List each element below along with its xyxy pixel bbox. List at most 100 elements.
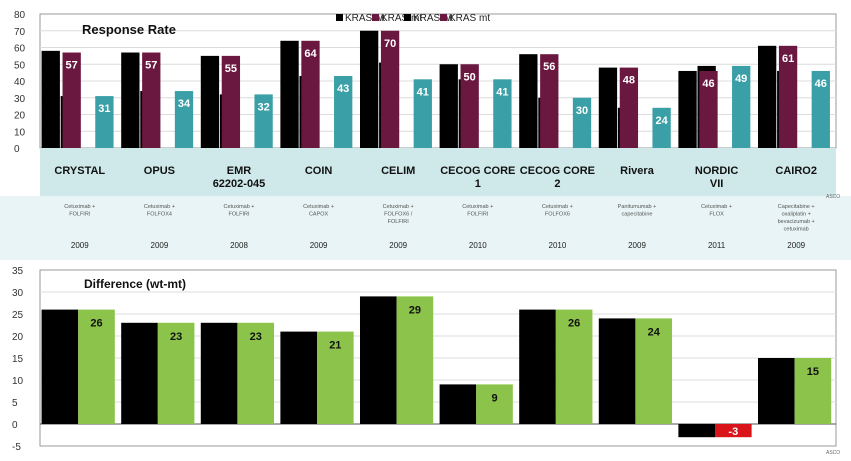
treatment-label: Cetuximab + — [303, 204, 334, 210]
year-label: 2009 — [71, 241, 89, 250]
y-tick-label: 25 — [12, 310, 24, 321]
treatment-label: Capecitabine + — [778, 204, 815, 210]
data-label-mt: 41 — [417, 86, 429, 98]
y-tick-label: 35 — [12, 266, 24, 277]
y-tick-label: 70 — [14, 27, 26, 38]
data-label-wt: 64 — [304, 48, 317, 60]
data-label-mt: 49 — [735, 73, 747, 85]
treatment-label: FOLFOX6 — [545, 212, 570, 218]
diff-bar-back — [678, 424, 715, 437]
year-label: 2009 — [628, 241, 646, 250]
legend-label: KRAS wt — [413, 13, 453, 24]
diff-bar-back — [121, 323, 158, 424]
y-tick-label: 60 — [14, 44, 26, 55]
category-label: Rivera — [620, 165, 655, 177]
bar-wt-back — [599, 68, 617, 148]
data-label-wt: 48 — [623, 75, 635, 87]
treatment-label: Cetuximab + — [462, 204, 493, 210]
y-tick-label: 15 — [12, 354, 24, 365]
chart-title: Response Rate — [82, 22, 176, 37]
data-label-wt: 56 — [543, 61, 555, 73]
y-tick-label: 5 — [12, 398, 18, 409]
bar-wt-back — [519, 54, 537, 148]
legend-swatch — [372, 14, 379, 21]
data-label-wt: 55 — [225, 63, 237, 75]
data-label-mt: 32 — [257, 101, 269, 113]
treatment-label: Cetuximab + — [144, 204, 175, 210]
treatment-label: FOLFOX6 / — [384, 212, 413, 218]
treatment-label: Cetuximab + — [383, 204, 414, 210]
category-label: NORDIC — [695, 165, 738, 177]
y-tick-label: 30 — [12, 288, 24, 299]
chart-title: Difference (wt-mt) — [84, 277, 186, 291]
treatment-label: Cetuximab + — [223, 204, 254, 210]
diff-data-label: 29 — [409, 304, 421, 316]
diff-data-label: 15 — [807, 366, 819, 378]
y-tick-label: 10 — [12, 376, 24, 387]
footnote: ASCO — [826, 450, 840, 456]
data-label-wt: 46 — [702, 78, 714, 90]
data-label-wt: 57 — [66, 60, 78, 72]
treatment-label: Cetuximab + — [542, 204, 573, 210]
diff-data-label: -3 — [728, 426, 738, 438]
y-tick-label: 40 — [14, 77, 26, 88]
treatment-label: Cetuximab + — [64, 204, 95, 210]
y-tick-label: 50 — [14, 60, 26, 71]
category-label: 2 — [554, 178, 560, 190]
treatment-label: Cetuximab + — [701, 204, 732, 210]
category-label: EMR — [227, 165, 252, 177]
y-tick-label: 30 — [14, 94, 26, 105]
treatment-label: CAPOX — [309, 212, 329, 218]
treatment-label: FLOX — [709, 212, 724, 218]
data-label-wt: 57 — [145, 60, 157, 72]
treatment-label: bevacizumab + — [778, 219, 815, 225]
diff-bar-back — [201, 323, 238, 424]
y-tick-label: 10 — [14, 127, 26, 138]
diff-bar-back — [758, 358, 795, 424]
diff-data-label: 9 — [491, 392, 497, 404]
category-label: CELIM — [381, 165, 415, 177]
treatment-label: FOLFOX4 — [147, 212, 172, 218]
year-label: 2009 — [310, 241, 328, 250]
legend-label: KRAS mt — [449, 13, 490, 24]
bar-wt-back — [280, 41, 298, 148]
treatment-label: FOLFIRI — [228, 212, 250, 218]
data-label-mt: 43 — [337, 83, 349, 95]
diff-bar-back — [280, 332, 317, 424]
bar-wt-back — [678, 71, 696, 148]
bar-wt-back — [42, 51, 60, 148]
year-label: 2009 — [151, 241, 169, 250]
data-label-wt: 70 — [384, 38, 396, 50]
legend-swatch — [404, 14, 411, 21]
bar-wt-back — [360, 31, 378, 148]
y-tick-label: -5 — [12, 442, 21, 453]
treatment-label: FOLFIRI — [467, 212, 489, 218]
treatment-label: oxaliplatin + — [782, 212, 811, 218]
bar-wt-back — [758, 46, 776, 148]
treatment-label: FOLFIRI — [388, 219, 410, 225]
legend-swatch — [440, 14, 447, 21]
year-label: 2009 — [787, 241, 805, 250]
footnote: ASCO — [826, 194, 840, 200]
diff-data-label: 23 — [170, 331, 182, 343]
bar-wt-back — [440, 64, 458, 148]
year-label: 2011 — [708, 241, 726, 250]
category-label: COIN — [305, 165, 333, 177]
bar-wt-back — [201, 56, 219, 148]
data-label-mt: 46 — [815, 78, 827, 90]
category-label: CECOG CORE — [440, 165, 515, 177]
bar-wt-back — [121, 53, 139, 148]
year-label: 2008 — [230, 241, 248, 250]
response-rate-chart: 01020304050607080Response RateKRAS wtKRA… — [14, 10, 836, 155]
y-tick-label: 0 — [14, 144, 20, 155]
y-tick-label: 20 — [14, 111, 26, 122]
category-label: OPUS — [144, 165, 175, 177]
legend-label: KRAS wt — [345, 13, 385, 24]
legend-swatch — [336, 14, 343, 21]
year-label: 2009 — [389, 241, 407, 250]
diff-bar-back — [440, 384, 477, 424]
diff-data-label: 26 — [90, 318, 102, 330]
diff-bar-back — [599, 318, 636, 424]
data-label-mt: 24 — [655, 115, 668, 127]
category-label: 62202-045 — [213, 178, 266, 190]
